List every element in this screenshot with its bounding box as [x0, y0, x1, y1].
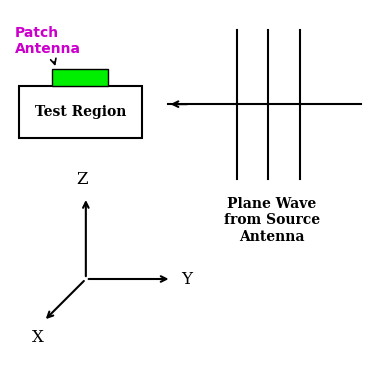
Bar: [19, 86, 142, 138]
Text: Plane Wave
from Source
Antenna: Plane Wave from Source Antenna: [224, 197, 320, 244]
Text: Patch
Antenna: Patch Antenna: [15, 26, 81, 64]
Text: Y: Y: [181, 270, 192, 288]
Text: Z: Z: [76, 171, 88, 188]
Text: Test Region: Test Region: [35, 105, 126, 119]
Bar: [52, 69, 108, 86]
Text: X: X: [32, 328, 44, 346]
